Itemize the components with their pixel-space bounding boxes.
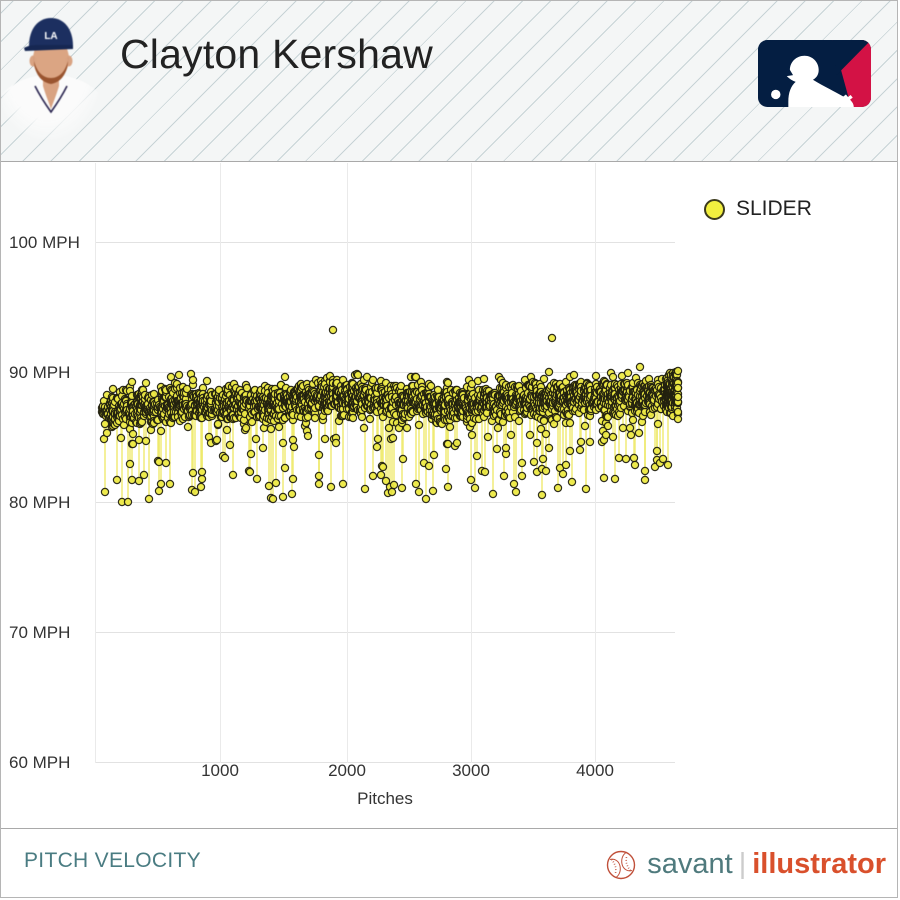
svg-text:LA: LA [44, 31, 57, 42]
